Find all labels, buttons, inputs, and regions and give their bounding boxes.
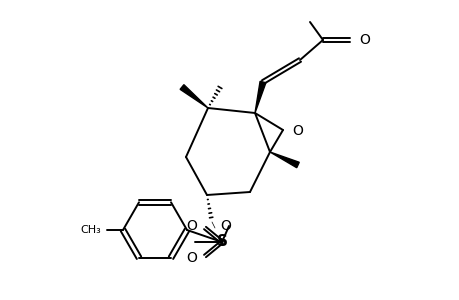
Text: CH₃: CH₃ [80,225,101,235]
Text: O: O [186,219,196,233]
Text: O: O [291,124,302,138]
Text: S: S [216,235,227,250]
Polygon shape [180,85,207,108]
Text: O: O [186,251,196,265]
Text: O: O [219,219,230,233]
Text: O: O [358,33,369,47]
Polygon shape [269,152,299,168]
Polygon shape [254,81,265,113]
